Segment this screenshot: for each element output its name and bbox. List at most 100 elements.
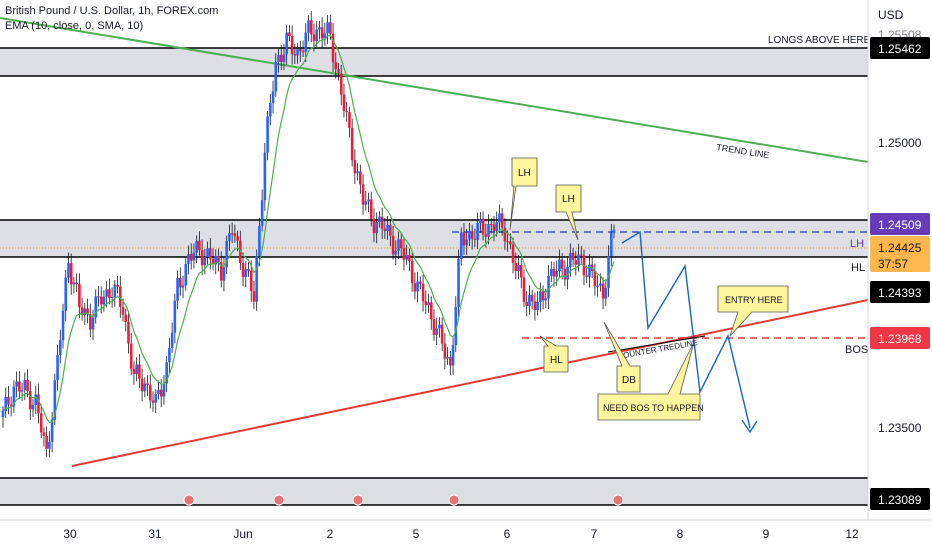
candle-body xyxy=(320,27,324,39)
candle-body xyxy=(413,283,417,292)
candle-body xyxy=(296,49,299,56)
candle-body xyxy=(438,324,441,329)
candle-body xyxy=(18,381,21,392)
symbol-title[interactable]: British Pound / U.S. Dollar, 1h, FOREX.c… xyxy=(5,5,219,17)
candle-body xyxy=(424,301,428,306)
candle-body xyxy=(522,277,526,302)
candle-body xyxy=(173,300,177,333)
flag-icon[interactable] xyxy=(183,494,195,506)
candle-body xyxy=(67,263,70,278)
candle-body xyxy=(389,224,392,236)
candle-body xyxy=(116,285,119,287)
candle-body xyxy=(285,32,288,55)
candle-body xyxy=(189,254,193,261)
svg-text:1.24509: 1.24509 xyxy=(878,218,922,232)
candle-body xyxy=(26,379,29,392)
red-support-trend-line[interactable] xyxy=(71,299,869,467)
candle-body xyxy=(94,296,98,318)
candle-body xyxy=(176,277,179,301)
candle-body xyxy=(78,284,81,308)
candle-body xyxy=(479,218,482,224)
callout-hl[interactable]: HL xyxy=(539,335,569,373)
callout-hl-text: HL xyxy=(550,355,563,366)
callout-db[interactable]: DB xyxy=(603,321,641,393)
time-tick-label: 6 xyxy=(504,527,511,541)
flag-icon[interactable] xyxy=(612,494,624,506)
candle-body xyxy=(555,270,559,277)
time-axis[interactable]: 30 31 Jun 2 5 6 7 8 9 12 xyxy=(63,527,859,541)
candle-body xyxy=(83,308,87,316)
top-supply-zone[interactable] xyxy=(0,48,868,76)
candle-body xyxy=(421,283,425,302)
candle-body xyxy=(465,239,469,246)
candle-body xyxy=(402,248,406,260)
flag-icon[interactable] xyxy=(273,494,285,506)
candle-body xyxy=(20,390,24,392)
candle-body xyxy=(290,36,294,55)
event-icons xyxy=(183,494,624,506)
candle-body xyxy=(271,91,275,104)
candle-body xyxy=(86,308,89,315)
candle-body xyxy=(612,229,616,234)
bottom-demand-zone[interactable] xyxy=(0,478,868,505)
candle-body xyxy=(138,364,141,379)
flag-icon[interactable] xyxy=(448,494,460,506)
candle-body xyxy=(604,287,608,299)
candle-body xyxy=(484,234,488,237)
candle-body xyxy=(440,324,444,344)
candle-body xyxy=(435,328,439,335)
candle-body xyxy=(334,62,338,70)
candle-body xyxy=(34,394,38,405)
candle-body xyxy=(12,386,16,407)
green-trend-line[interactable] xyxy=(0,17,869,163)
candle-body xyxy=(28,391,32,410)
candle-body xyxy=(585,275,589,277)
candle-body xyxy=(195,240,198,253)
candle-body xyxy=(577,254,580,265)
candle-body xyxy=(178,277,182,288)
candle-body xyxy=(228,233,231,242)
callout-lh-1[interactable]: LH xyxy=(509,157,538,231)
candle-body xyxy=(198,240,201,251)
candle-body xyxy=(249,270,253,292)
candle-body xyxy=(1,411,5,417)
candle-body xyxy=(517,265,520,271)
candle-body xyxy=(394,250,398,255)
candle-body xyxy=(99,296,103,305)
mid-zone[interactable] xyxy=(0,220,868,257)
candle-body xyxy=(260,200,264,226)
candle-body xyxy=(487,224,490,237)
candle-body xyxy=(468,231,471,240)
candle-body xyxy=(151,400,155,403)
candle-body xyxy=(129,343,133,369)
callout-lh-2[interactable]: LH xyxy=(555,184,582,241)
projection-arrow-icon xyxy=(741,419,758,434)
callout-need-bos[interactable]: NEED BOS TO HAPPEN xyxy=(597,341,704,421)
candle-body xyxy=(558,259,561,271)
candle-body xyxy=(367,199,370,202)
flag-icon[interactable] xyxy=(352,494,364,506)
candle-body xyxy=(209,248,212,259)
time-tick-label: 31 xyxy=(148,527,162,541)
candle-body xyxy=(217,256,220,263)
price-label-resistance: 1.24509 xyxy=(870,213,930,235)
candles xyxy=(1,10,616,458)
bos-label: BOS xyxy=(845,344,868,356)
candle-body xyxy=(541,291,545,301)
candle-body xyxy=(170,332,174,348)
candle-body xyxy=(525,301,529,306)
ema-indicator-label[interactable]: EMA (10, close, 0, SMA, 10) xyxy=(5,20,144,32)
candle-body xyxy=(318,27,321,30)
candle-body xyxy=(187,254,190,265)
candle-body xyxy=(91,317,95,330)
candle-body xyxy=(288,32,291,37)
svg-text:1.23089: 1.23089 xyxy=(878,493,922,507)
candle-body xyxy=(476,223,479,240)
svg-text:37:57: 37:57 xyxy=(878,257,908,271)
candle-body xyxy=(225,241,228,268)
candle-body xyxy=(361,184,365,205)
candle-body xyxy=(211,258,215,265)
candle-body xyxy=(369,199,373,219)
callout-entry[interactable]: ENTRY HERE xyxy=(717,285,789,337)
